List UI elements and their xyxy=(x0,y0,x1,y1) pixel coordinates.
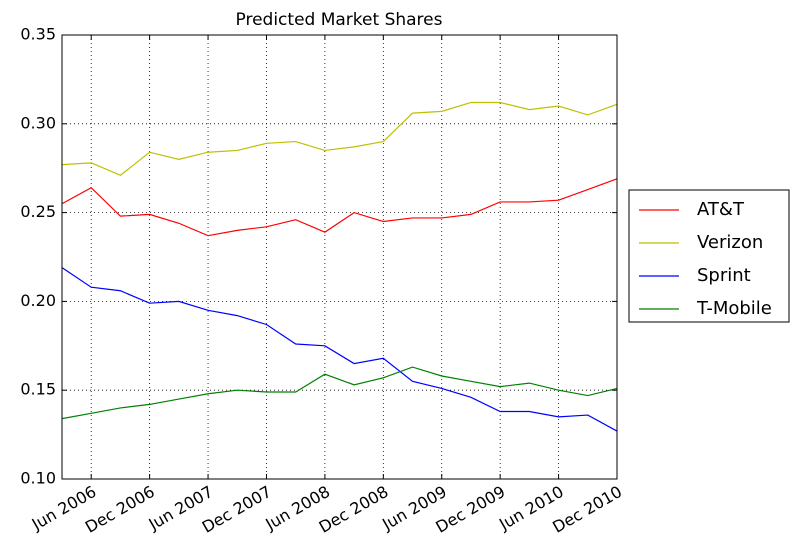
y-tick-label: 0.10 xyxy=(20,469,56,488)
series-line xyxy=(61,101,618,176)
legend-label: AT&T xyxy=(697,199,745,220)
y-tick-label: 0.15 xyxy=(20,380,56,399)
series-line xyxy=(61,366,618,420)
y-tick-label: 0.35 xyxy=(20,25,56,44)
series-line xyxy=(61,178,618,237)
legend-label: Verizon xyxy=(697,232,763,253)
legend-box xyxy=(628,189,790,323)
y-tick-label: 0.30 xyxy=(20,113,56,132)
legend-label: T-Mobile xyxy=(696,298,772,319)
series-line xyxy=(61,267,618,432)
y-tick-label: 0.20 xyxy=(20,291,56,310)
legend-label: Sprint xyxy=(697,265,751,286)
y-tick-label: 0.25 xyxy=(20,202,56,221)
plot-frame xyxy=(61,34,618,480)
chart-title: Predicted Market Shares xyxy=(236,10,443,30)
